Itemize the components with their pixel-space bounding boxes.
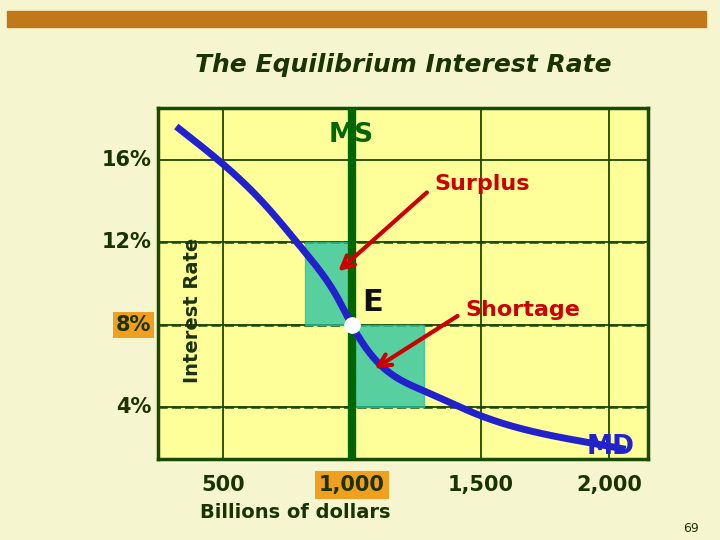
Bar: [7, 11, 706, 26]
Text: E: E: [362, 287, 383, 316]
Text: MD: MD: [587, 434, 635, 460]
Text: 2,000: 2,000: [577, 475, 642, 495]
Text: 8%: 8%: [116, 315, 151, 335]
Text: Surplus: Surplus: [434, 174, 530, 194]
Text: 4%: 4%: [116, 397, 151, 417]
Text: 1,000: 1,000: [319, 475, 384, 495]
Text: 500: 500: [201, 475, 245, 495]
Text: The Equilibrium Interest Rate: The Equilibrium Interest Rate: [195, 53, 611, 77]
Text: 69: 69: [683, 522, 698, 535]
Text: Shortage: Shortage: [465, 300, 580, 320]
Text: Interest Rate: Interest Rate: [183, 238, 202, 383]
Text: 12%: 12%: [102, 232, 151, 252]
Bar: [351, 325, 424, 407]
Text: Billions of dollars: Billions of dollars: [200, 503, 390, 523]
Bar: [305, 242, 351, 325]
Text: 1,500: 1,500: [448, 475, 513, 495]
Text: MS: MS: [329, 123, 374, 148]
Text: 16%: 16%: [102, 150, 151, 170]
